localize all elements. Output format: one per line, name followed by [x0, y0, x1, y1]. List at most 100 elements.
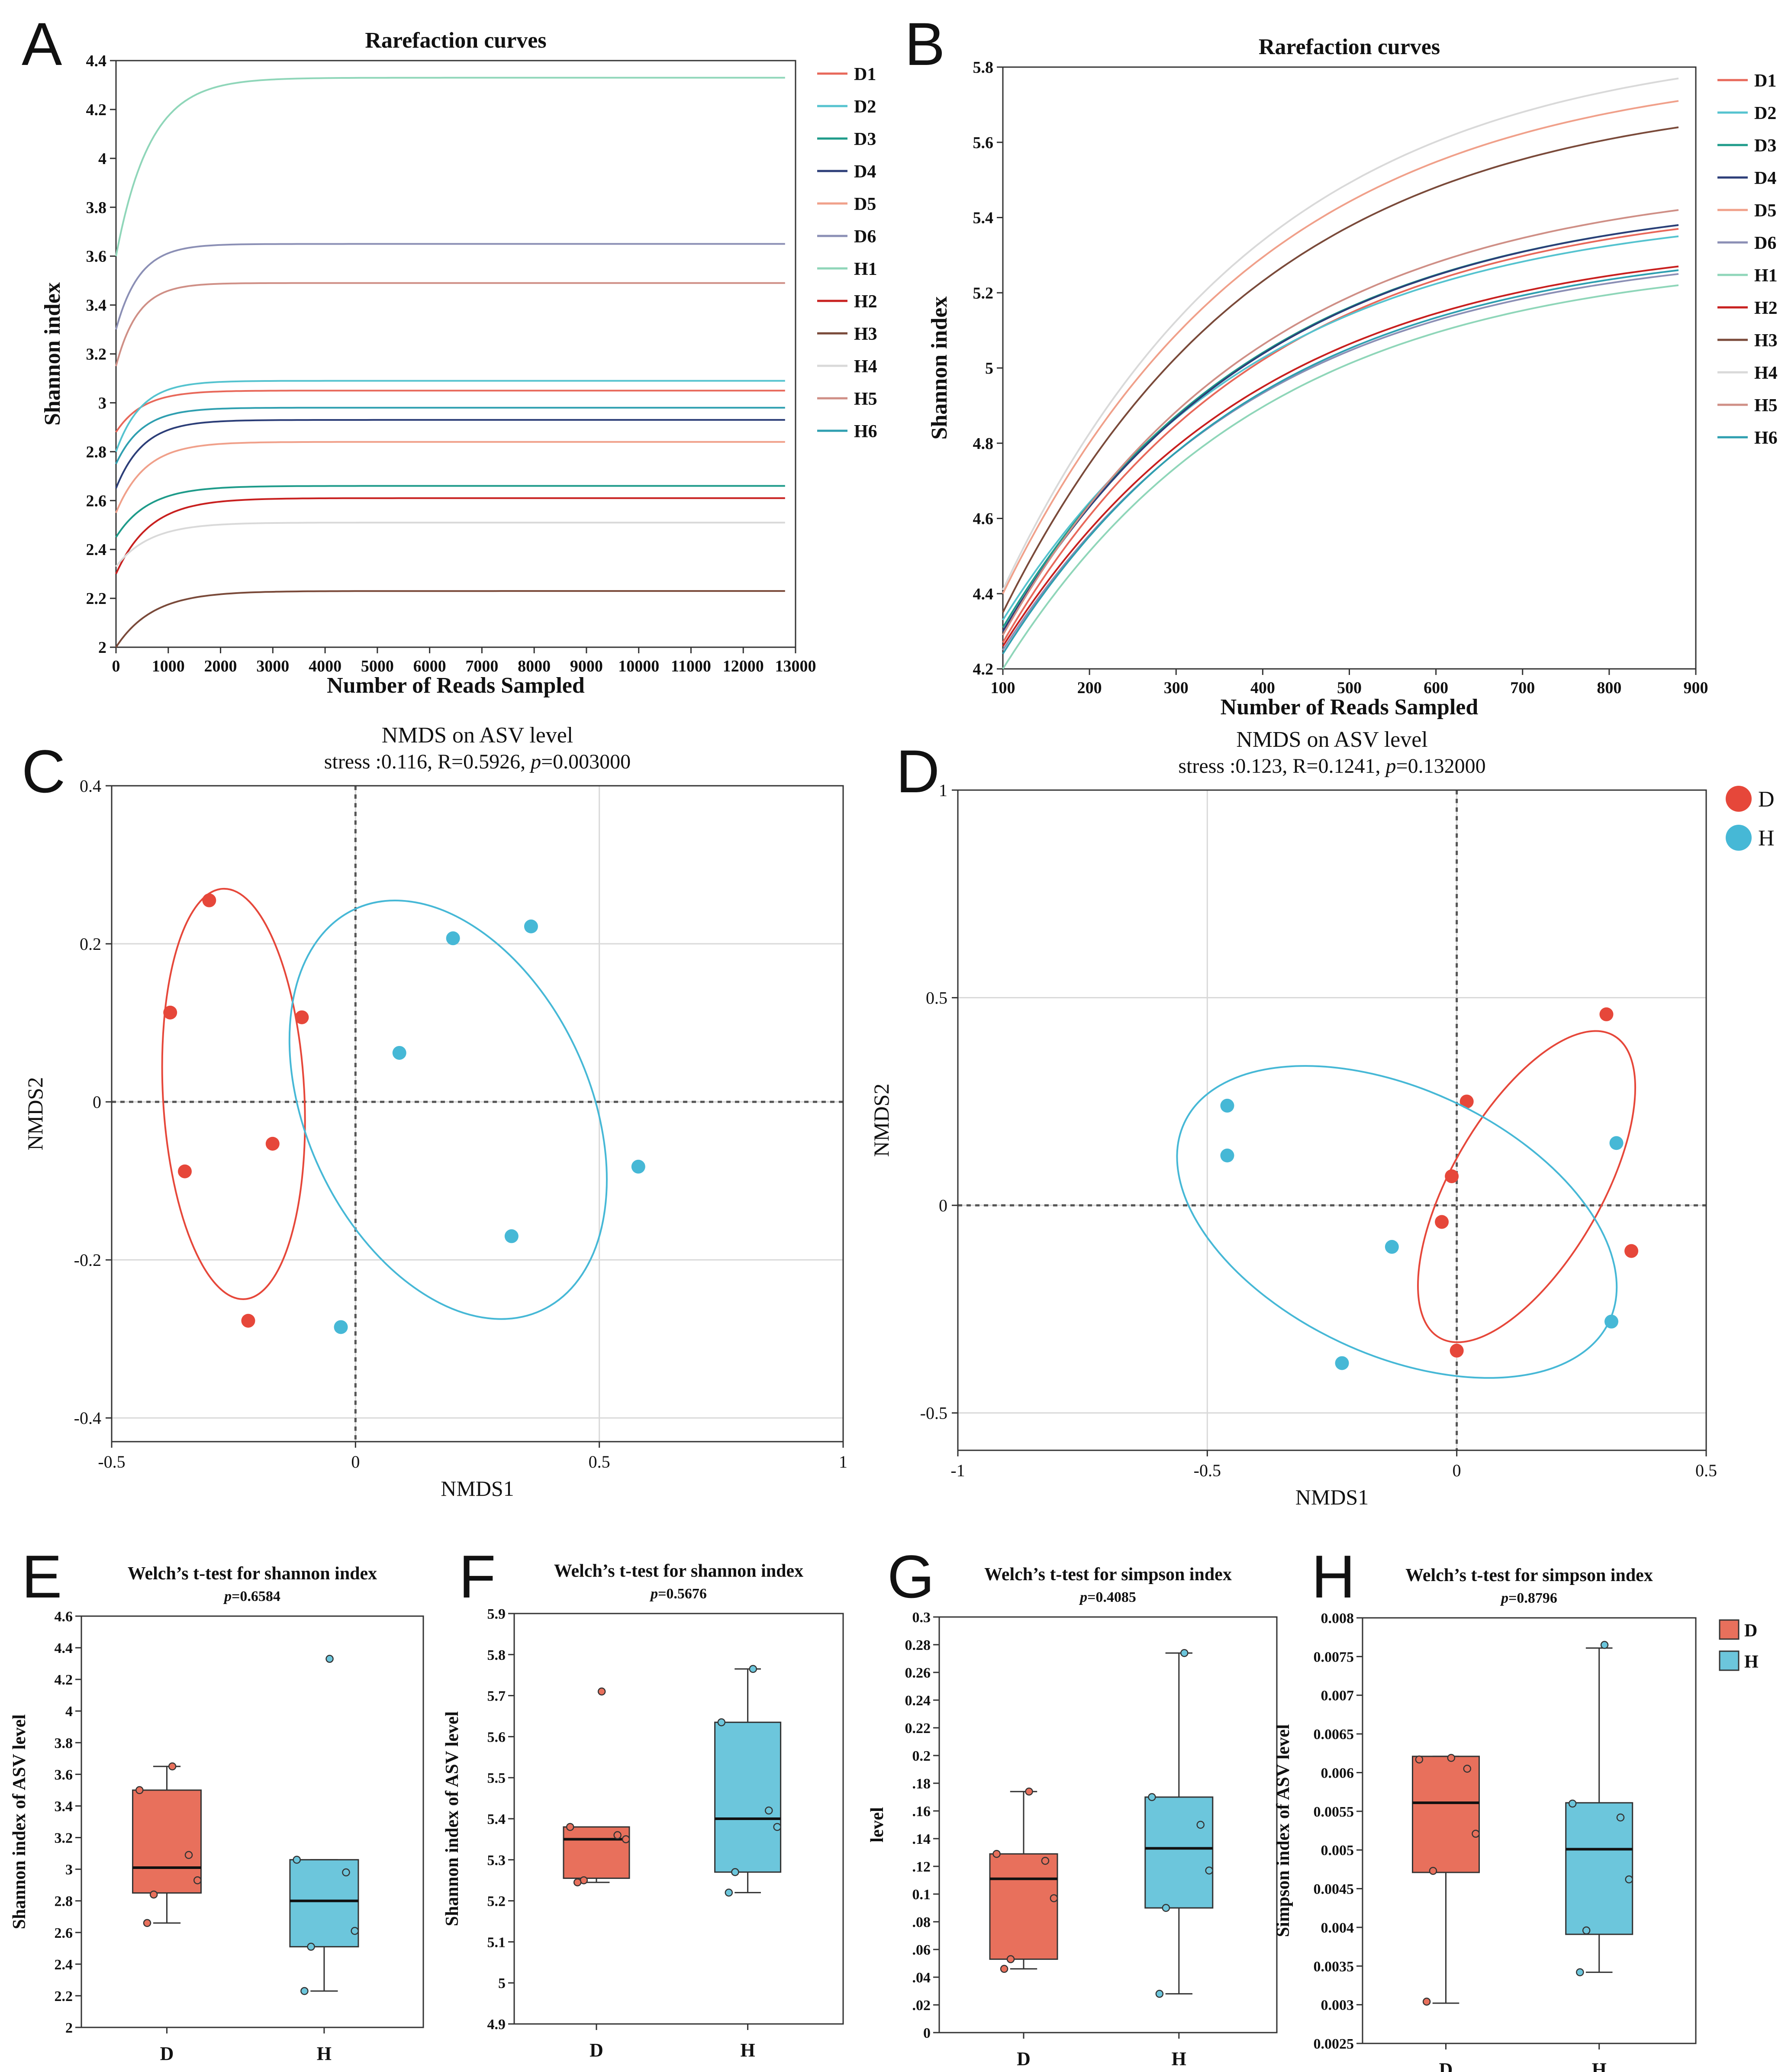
- chart-title: Welch’s t-test for simpson index: [1405, 1565, 1653, 1585]
- point-H: [1604, 1314, 1618, 1329]
- legend-label-H1: H1: [1754, 266, 1778, 286]
- y-tick-label: 2: [98, 639, 106, 657]
- legend-label-H3: H3: [1754, 331, 1778, 351]
- plot-frame: [111, 785, 844, 1443]
- chart-title: Welch’s t-test for simpson index: [984, 1565, 1232, 1585]
- subtitle-stats: stress :0.123, R=0.1241,: [1178, 755, 1385, 778]
- legend-label-H5: H5: [854, 389, 877, 409]
- y-tick-label: 0.008: [1321, 1610, 1354, 1627]
- y-tick-label: .14: [912, 1831, 931, 1847]
- confidence-ellipse-H: [288, 900, 608, 1320]
- point-D: [1006, 1955, 1015, 1963]
- y-tick-label: 5.2: [973, 284, 994, 302]
- y-tick-label: 5.5: [487, 1770, 506, 1786]
- chart-D: NMDS on ASV level stress :0.123, R=0.1241…: [869, 727, 1775, 1509]
- category-label-D: D: [160, 2043, 174, 2064]
- panel-letter-C: C: [22, 737, 65, 805]
- y-tick-label: 0.006: [1321, 1765, 1354, 1781]
- y-tick-label: .12: [912, 1859, 931, 1875]
- legend-label-D: D: [1758, 787, 1775, 812]
- y-axis-label: level: [867, 1807, 887, 1843]
- series-line-H5: [115, 282, 785, 367]
- x-axis-label: NMDS1: [441, 1476, 514, 1501]
- y-tick-label: 5.8: [487, 1647, 506, 1663]
- series-line-D1: [115, 390, 785, 433]
- y-tick-label: 0: [923, 2025, 931, 2041]
- y-tick-label: 0.2: [912, 1748, 931, 1764]
- series-line-H3: [115, 590, 785, 648]
- box-D: [132, 1789, 202, 1894]
- series-line-H3: [1002, 126, 1679, 613]
- series-line-D2: [1002, 235, 1679, 621]
- x-tick-label: 2000: [204, 657, 237, 675]
- plot-frame: [115, 60, 796, 648]
- y-tick-label: 0.5: [926, 988, 947, 1008]
- chart-F: Welch’s t-test for shannon index p=0.5676…: [442, 1561, 844, 2061]
- series-line-H5: [1002, 209, 1679, 636]
- chart-title: NMDS on ASV level: [1236, 727, 1428, 752]
- legend-label-D3: D3: [854, 129, 876, 149]
- y-tick-label: 2.6: [86, 492, 107, 510]
- point-H: [300, 1987, 309, 1995]
- point-H: [293, 1856, 301, 1864]
- x-tick-label: 100: [991, 679, 1015, 697]
- chart-H: Welch’s t-test for simpson index p=0.8796…: [1273, 1565, 1759, 2072]
- x-tick-label: 11000: [671, 657, 711, 675]
- box-H: [1144, 1796, 1214, 1909]
- point-D: [1429, 1867, 1437, 1875]
- series-line-D5: [1002, 100, 1679, 594]
- x-tick-label: 9000: [570, 657, 603, 675]
- point-D: [1445, 1169, 1459, 1183]
- p-symbol: p: [649, 1586, 658, 1602]
- y-tick-label: 5.9: [487, 1606, 506, 1622]
- x-tick-label: 8000: [518, 657, 551, 675]
- point-H: [325, 1655, 334, 1663]
- y-tick-label: -0.2: [74, 1250, 101, 1270]
- plot-frame: [1002, 66, 1697, 670]
- point-D: [1450, 1343, 1464, 1358]
- y-tick-label: 3: [98, 394, 106, 412]
- series-line-D6: [115, 243, 785, 330]
- plot-frame: [938, 1616, 1278, 2033]
- y-tick-label: 0.1: [912, 1887, 931, 1903]
- point-H: [631, 1159, 645, 1174]
- chart-title: NMDS on ASV level: [382, 723, 573, 748]
- category-label-H: H: [1172, 2048, 1186, 2069]
- y-tick-label: 5.7: [487, 1688, 506, 1704]
- point-D: [1624, 1244, 1639, 1258]
- chart-title: Rarefaction curves: [1259, 35, 1440, 59]
- point-H: [1180, 1649, 1189, 1657]
- x-tick-label: 0.5: [589, 1452, 610, 1472]
- x-tick-label: 1: [839, 1452, 847, 1472]
- legend-swatch-D: [1719, 1619, 1740, 1640]
- y-axis-label: Shannon index of ASV level: [10, 1714, 29, 1929]
- plot-frame: [513, 1613, 844, 2025]
- point-H: [342, 1868, 350, 1877]
- point-D: [1435, 1215, 1449, 1229]
- point-D: [202, 893, 216, 907]
- point-D: [1463, 1765, 1472, 1773]
- legend-label-H4: H4: [1754, 363, 1778, 383]
- p-number: =0.8796: [1508, 1590, 1557, 1606]
- plot-frame: [957, 789, 1707, 1451]
- point-H: [1220, 1149, 1234, 1163]
- y-tick-label: 0.0065: [1314, 1727, 1354, 1743]
- y-tick-label: .06: [912, 1942, 931, 1958]
- y-tick-label: 0.007: [1321, 1688, 1354, 1704]
- chart-title: Rarefaction curves: [365, 28, 546, 53]
- series-line-H6: [115, 407, 785, 465]
- chart-E: Welch’s t-test for shannon index p=0.6584…: [10, 1564, 424, 2064]
- point-H: [1205, 1866, 1213, 1875]
- legend-label-D5: D5: [1754, 201, 1776, 221]
- point-D: [193, 1876, 202, 1885]
- y-tick-label: 2.8: [55, 1894, 73, 1910]
- point-D: [1599, 1007, 1614, 1021]
- p-number: =0.6584: [232, 1588, 280, 1604]
- x-tick-label: 12000: [723, 657, 764, 675]
- subtitle-p-symbol: p: [1385, 755, 1396, 778]
- legend-label-H1: H1: [854, 259, 877, 279]
- point-H: [334, 1320, 348, 1334]
- p-symbol: p: [1079, 1589, 1087, 1605]
